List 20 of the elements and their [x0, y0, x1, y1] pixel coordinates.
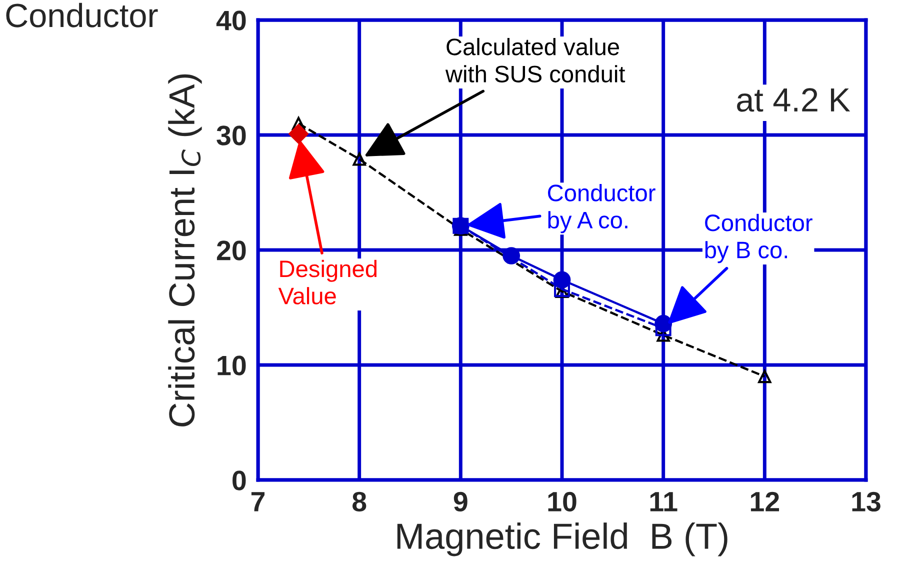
x-tick-label: 10: [548, 492, 576, 512]
annotation: at 4.2 K: [737, 88, 850, 112]
x-axis-title: Magnetic Field B (T): [397, 522, 728, 556]
annotation: Designed Value: [278, 260, 377, 304]
y-tick-label: 0: [232, 470, 246, 490]
x-tick-label: 9: [454, 492, 468, 512]
x-tick-label: 8: [352, 492, 366, 512]
x-tick-label: 7: [251, 492, 265, 512]
y-tick-label: 30: [216, 126, 246, 146]
text: Conductor: [6, 2, 158, 28]
x-tick-label: 11: [650, 492, 678, 512]
x-tick-label: 12: [750, 492, 780, 512]
y-tick-label: 40: [216, 10, 246, 30]
x-tick-label: 13: [852, 492, 880, 512]
y-tick-label: 10: [218, 356, 246, 376]
y-tick-label: 20: [216, 240, 246, 260]
annotation: Conductor by B co.: [705, 214, 812, 264]
annotation: Conductor by A co.: [548, 184, 656, 234]
annotation: Calculated value with SUS conduit: [445, 38, 626, 82]
y-axis-title: Critical Current I$_{C}$ (kA): [168, 74, 202, 426]
